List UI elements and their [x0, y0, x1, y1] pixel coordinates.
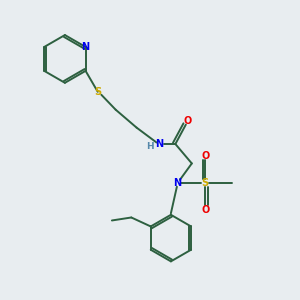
Text: N: N [173, 178, 181, 188]
Text: H: H [146, 142, 154, 151]
Text: N: N [82, 42, 90, 52]
Text: N: N [155, 139, 163, 149]
Text: O: O [201, 151, 209, 161]
Text: O: O [201, 205, 209, 215]
Text: O: O [183, 116, 191, 126]
Text: S: S [202, 178, 209, 188]
Text: S: S [94, 87, 101, 97]
